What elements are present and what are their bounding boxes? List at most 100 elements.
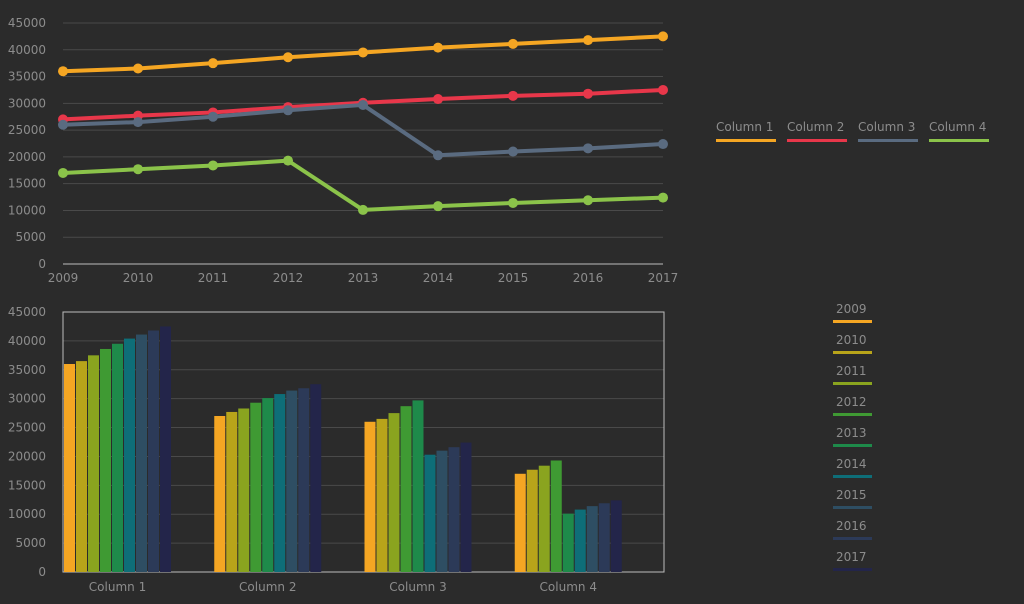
data-point <box>583 195 593 206</box>
series-line <box>61 158 665 212</box>
x-tick-label: 2011 <box>198 271 229 285</box>
data-point <box>358 99 368 110</box>
bar <box>538 465 550 572</box>
y-tick-label: 25000 <box>8 421 46 435</box>
line-chart-legend: Column 1 Column 2 Column 3 Column 4 <box>716 120 989 142</box>
data-point <box>433 150 443 161</box>
x-tick-label: 2017 <box>648 271 679 285</box>
y-tick-label: 35000 <box>8 363 46 377</box>
legend-swatch <box>833 351 872 354</box>
data-point <box>208 111 218 122</box>
category-label: Column 2 <box>239 580 296 594</box>
y-tick-label: 0 <box>38 565 46 579</box>
legend-swatch <box>833 382 872 385</box>
data-point <box>133 164 143 175</box>
bar <box>448 447 460 572</box>
y-tick-label: 30000 <box>8 96 46 110</box>
line-chart: 0 5000 10000 15000 20000 25000 30000 35000 40000… <box>8 16 678 285</box>
y-tick-label: 20000 <box>8 150 46 164</box>
legend-swatch <box>833 475 872 478</box>
plot-frame <box>62 311 665 573</box>
bar-chart: 0 5000 10000 15000 20000 25000 30000 35000 40000… <box>8 305 665 594</box>
data-point <box>133 63 143 74</box>
x-tick-label: 2012 <box>273 271 304 285</box>
y-tick-label: 5000 <box>15 230 46 244</box>
data-point <box>283 52 293 63</box>
data-point <box>358 204 368 215</box>
bar <box>286 390 298 572</box>
y-tick-label: 15000 <box>8 478 46 492</box>
y-tick-label: 0 <box>38 257 46 271</box>
y-tick-label: 45000 <box>8 305 46 319</box>
bar <box>274 394 286 572</box>
x-tick-label: 2016 <box>573 271 604 285</box>
data-point <box>658 192 668 203</box>
legend-swatch <box>787 139 847 142</box>
legend-label: 2011 <box>836 364 867 378</box>
data-point <box>508 90 518 101</box>
data-point <box>283 155 293 166</box>
data-point <box>208 58 218 69</box>
legend-label: 2015 <box>836 488 867 502</box>
legend-label: 2009 <box>836 302 867 316</box>
legend-label: 2010 <box>836 333 867 347</box>
bar <box>388 413 400 572</box>
bar <box>526 469 538 572</box>
legend-label: Column 2 <box>787 120 844 134</box>
y-tick-label: 40000 <box>8 334 46 348</box>
bar <box>436 450 448 572</box>
legend-label: Column 3 <box>858 120 915 134</box>
bar <box>460 442 472 572</box>
legend-label: 2016 <box>836 519 867 533</box>
y-tick-label: 10000 <box>8 203 46 217</box>
bar <box>298 388 310 572</box>
bar <box>610 500 622 572</box>
bar <box>160 326 171 572</box>
data-point <box>583 143 593 154</box>
bar <box>310 384 322 572</box>
y-tick-label: 30000 <box>8 392 46 406</box>
category-label: Column 3 <box>389 580 446 594</box>
bar <box>376 418 388 572</box>
bar <box>598 503 610 572</box>
bar <box>424 454 436 572</box>
x-tick-label: 2010 <box>123 271 154 285</box>
legend-label: 2014 <box>836 457 867 471</box>
legend-swatch <box>833 568 872 571</box>
legend-swatch <box>833 537 872 540</box>
data-point <box>433 94 443 105</box>
legend-label: Column 4 <box>929 120 986 134</box>
legend-label: 2013 <box>836 426 867 440</box>
legend-swatch <box>833 320 872 323</box>
bar <box>550 460 562 572</box>
data-point <box>58 66 68 77</box>
x-tick-label: 2009 <box>48 271 79 285</box>
y-tick-label: 45000 <box>8 16 46 30</box>
data-point <box>658 84 668 95</box>
x-tick-label: 2013 <box>348 271 379 285</box>
data-point <box>433 42 443 53</box>
bar <box>112 343 123 572</box>
bar <box>76 361 87 572</box>
bar <box>400 406 412 572</box>
data-point <box>508 197 518 208</box>
bar <box>238 408 250 572</box>
legend-swatch <box>833 413 872 416</box>
data-point <box>508 38 518 49</box>
bar <box>64 364 75 572</box>
data-point <box>583 88 593 99</box>
y-tick-label: 15000 <box>8 177 46 191</box>
data-point <box>133 117 143 128</box>
bar <box>100 348 111 572</box>
legend-swatch <box>858 139 918 142</box>
legend-swatch <box>716 139 776 142</box>
data-point <box>358 47 368 58</box>
x-tick-label: 2015 <box>498 271 529 285</box>
legend-swatch <box>833 444 872 447</box>
legend-label: Column 1 <box>716 120 773 134</box>
x-tick-label: 2014 <box>423 271 454 285</box>
bar <box>586 506 598 572</box>
data-point <box>433 201 443 212</box>
data-point <box>58 167 68 178</box>
bar <box>148 330 159 572</box>
